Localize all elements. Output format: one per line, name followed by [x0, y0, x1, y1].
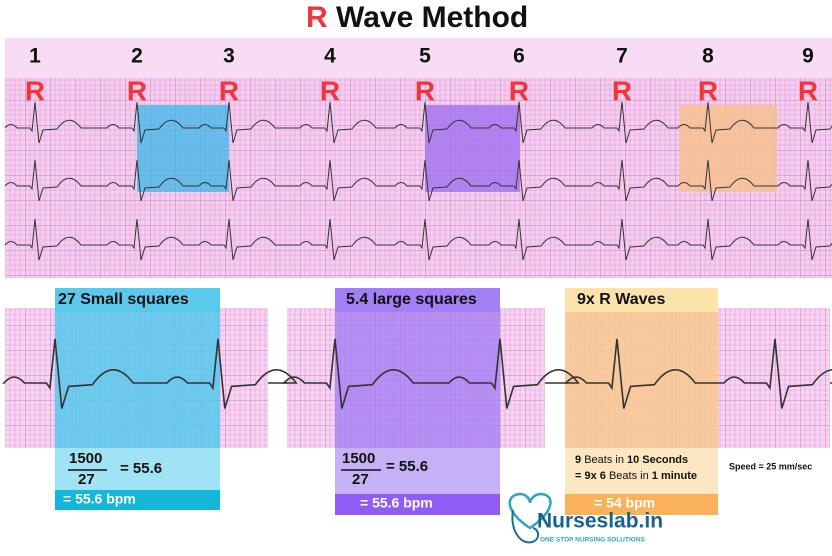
ecg-trace [4, 218, 832, 261]
logo-name: Nurseslab.in [537, 510, 663, 533]
numerator: 1500 [69, 450, 102, 467]
logo: Nurseslab.in ONE STOP NURSING SOLUTIONS [508, 492, 663, 544]
numerator: 1500 [342, 450, 375, 467]
r-label: R [798, 75, 818, 106]
beat-number: 3 [223, 45, 235, 68]
rate-line: = 9x 6 Beats in 1 minute [575, 470, 697, 482]
beat-number: 5 [419, 45, 431, 68]
beat-number: 1 [29, 45, 41, 68]
highlight-blue [137, 105, 229, 192]
ecg-trace [2, 338, 298, 409]
run: Beats in [584, 454, 624, 466]
result-bar [565, 494, 718, 515]
beat-number: 2 [131, 45, 143, 68]
title: Wave Method [336, 1, 528, 34]
ecg-trace [282, 338, 580, 409]
panel-heading: 27 Small squares [58, 291, 189, 308]
result-bar [335, 494, 500, 515]
panel-traces [2, 338, 832, 409]
panel-heading: 9x R Waves [577, 291, 665, 308]
ecg-trace [4, 159, 832, 202]
panel-heading: 5.4 large squares [346, 291, 477, 308]
heading-box [55, 288, 220, 312]
run: 10 Seconds [627, 454, 688, 466]
logo-tagline: ONE STOP NURSING SOLUTIONS [540, 537, 646, 544]
r-label: R [219, 75, 239, 106]
equals: = 55.6 [386, 458, 428, 475]
equals: = 55.6 [120, 460, 162, 477]
beat-number: 4 [324, 45, 336, 68]
run: = 9x 6 [575, 470, 606, 482]
r-label: R [612, 75, 632, 106]
r-label: R [509, 75, 529, 106]
result-bar [55, 490, 220, 510]
beat-number: 7 [616, 45, 628, 68]
ecg-trace [4, 101, 832, 144]
rate-line: 9 Beats in 10 Seconds [575, 454, 688, 466]
r-label: R [127, 75, 147, 106]
beat-number: 8 [702, 45, 714, 68]
denominator: 27 [78, 471, 95, 488]
denominator: 27 [352, 471, 369, 488]
result: = 55.6 bpm [360, 495, 433, 511]
strip-traces [4, 101, 832, 261]
speed: Speed = 25 mm/sec [729, 461, 812, 471]
logo-stethoscope [511, 509, 540, 544]
logo-heart [508, 492, 552, 530]
heading-box [335, 288, 500, 312]
run: 1 minute [652, 470, 697, 482]
beat-number: 9 [802, 45, 814, 68]
r-label: R [25, 75, 45, 106]
result: = 54 bpm [594, 495, 655, 511]
strip-header [5, 38, 832, 78]
highlight-orange [680, 105, 777, 192]
beat-number: 6 [513, 45, 525, 68]
highlight-purple [425, 105, 520, 192]
result: = 55.6 bpm [63, 491, 136, 507]
ecg-trace [565, 338, 832, 409]
r-label: R [698, 75, 718, 106]
run: Beats in [609, 470, 649, 482]
title-r: R [306, 1, 328, 34]
r-label: R [320, 75, 340, 106]
r-label: R [415, 75, 435, 106]
heading-box [565, 288, 718, 312]
run: 9 [575, 454, 581, 466]
